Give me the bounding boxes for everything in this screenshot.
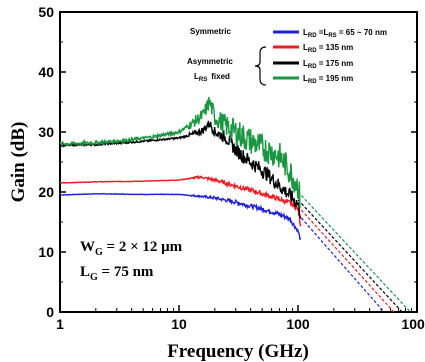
lrs-rest: fixed <box>211 72 230 81</box>
y-axis-title: Gain (dB) <box>8 122 29 203</box>
legend-brace-icon <box>254 46 267 86</box>
legend-label-red: LRD = 135 nm <box>303 43 353 54</box>
lrs-main: L <box>194 72 199 81</box>
series-measured-line <box>60 192 302 240</box>
annotation-lg: LG = 75 nm <box>80 264 154 283</box>
series-extrapolation-line <box>297 213 385 312</box>
y-tick-label: 20 <box>38 184 54 200</box>
x-tick-label: 1 <box>56 316 64 332</box>
series-measured-line <box>60 120 302 219</box>
legend-label-green: LRD = 195 nm <box>303 74 353 85</box>
series-layer <box>60 96 411 312</box>
legend-label-black: LRD = 175 nm <box>303 59 353 70</box>
series-extrapolation-line <box>297 199 403 312</box>
y-tick-label: 30 <box>38 124 54 140</box>
lrs-sub: RS <box>199 77 207 83</box>
x-tick-label: 100 <box>286 316 310 332</box>
axis-ticks <box>59 11 418 313</box>
y-tick-label: 40 <box>38 64 54 80</box>
x-axis-title: Frequency (GHz) <box>167 341 309 362</box>
y-tick-label: 0 <box>46 304 54 320</box>
series-extrapolation-line <box>297 205 395 312</box>
legend-group-lrs-fixed: LRS fixed <box>194 72 230 83</box>
series-measured-line <box>60 96 301 209</box>
annotation-wg: WG = 2 × 12 μm <box>80 239 183 258</box>
legend-label-blue: LRD =LRS = 65 ~ 70 nm <box>303 28 387 39</box>
legend: Symmetric Asymmetric LRS fixed LRD =LRS =… <box>187 27 387 86</box>
y-tick-label: 10 <box>38 244 54 260</box>
x-tick-label: 10 <box>171 316 187 332</box>
device-annotation: WG = 2 × 12 μm LG = 75 nm <box>80 239 183 283</box>
y-tick-label: 50 <box>38 4 54 20</box>
series-measured-line <box>60 174 302 227</box>
series-extrapolation-line <box>297 191 411 312</box>
legend-group-symmetric: Symmetric <box>190 27 231 36</box>
legend-group-asymmetric: Asymmetric <box>187 57 233 66</box>
